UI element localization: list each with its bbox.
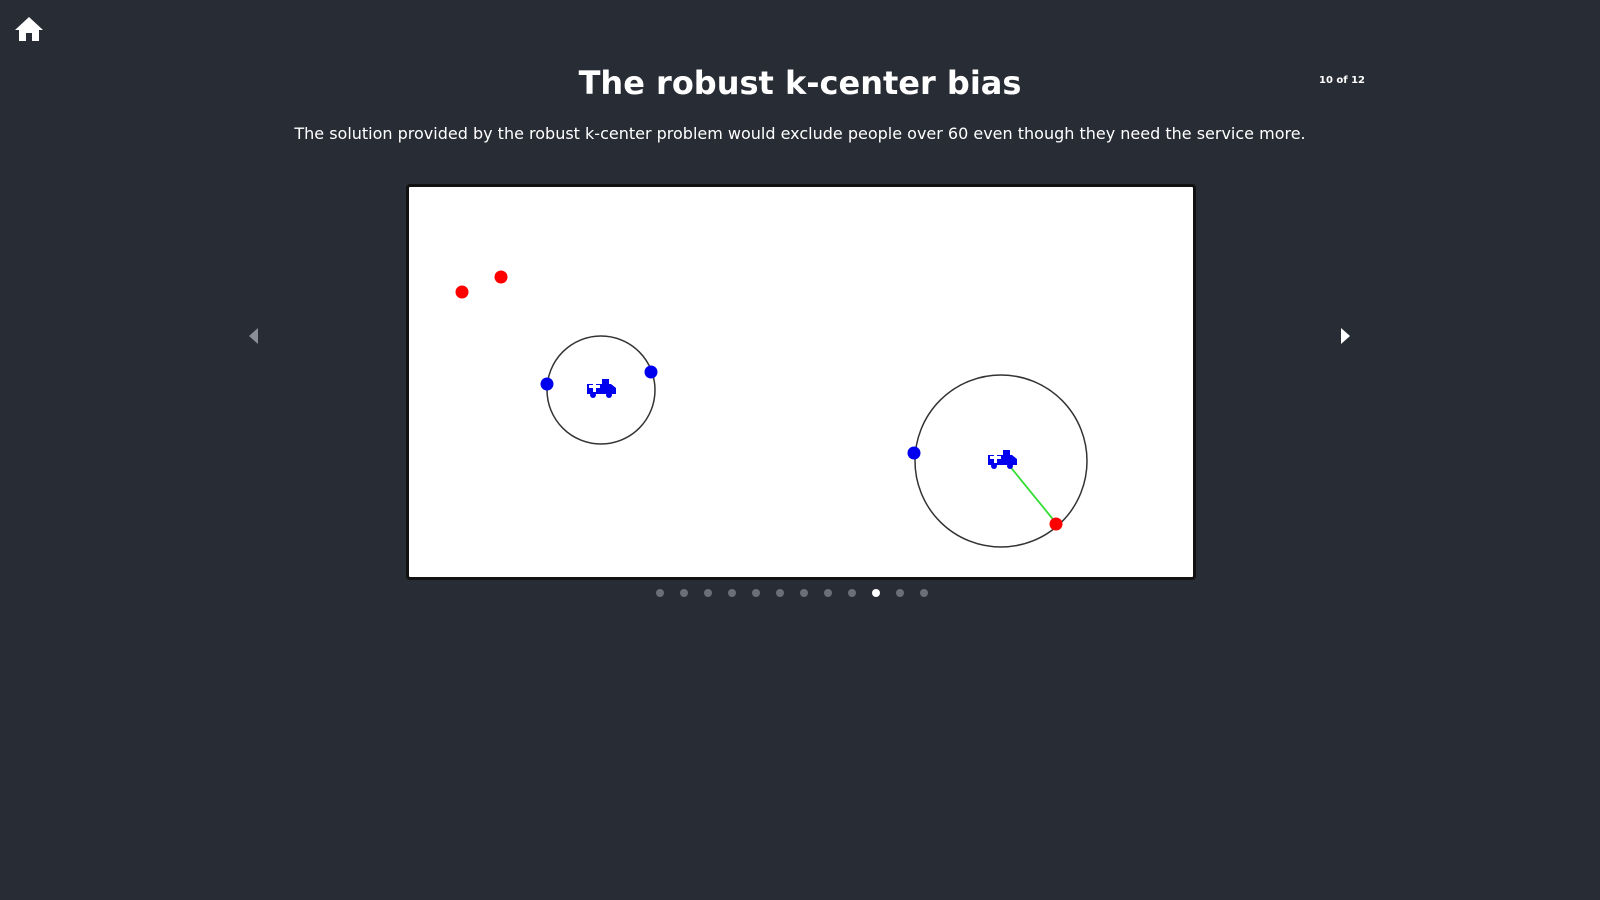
ambulance-icon	[988, 450, 1017, 469]
prev-slide-button[interactable]	[246, 325, 262, 347]
under-60-point	[644, 365, 658, 379]
slide-dot-4[interactable]	[728, 589, 736, 597]
home-icon	[15, 17, 43, 41]
page-title: The robust k-center bias	[578, 64, 1022, 102]
slide-dot-7[interactable]	[800, 589, 808, 597]
home-button[interactable]	[14, 14, 44, 44]
ambulance-icon	[587, 379, 616, 398]
triangle-left-icon	[249, 328, 258, 344]
slide-counter: 10 of 12	[1319, 75, 1366, 86]
slide-dot-9[interactable]	[848, 589, 856, 597]
next-slide-button[interactable]	[1337, 325, 1353, 347]
over-60-point	[455, 285, 469, 299]
page-subtitle: The solution provided by the robust k-ce…	[294, 124, 1306, 143]
slide-dot-11[interactable]	[896, 589, 904, 597]
slide-dot-12[interactable]	[920, 589, 928, 597]
slide-dot-5[interactable]	[752, 589, 760, 597]
under-60-point	[907, 446, 921, 460]
slide-dot-2[interactable]	[680, 589, 688, 597]
slide-dot-8[interactable]	[824, 589, 832, 597]
slide-dot-6[interactable]	[776, 589, 784, 597]
illustration-canvas	[406, 184, 1196, 580]
slide-indicator	[656, 589, 928, 599]
distance-line	[1003, 458, 1057, 524]
under-60-point	[540, 377, 554, 391]
over-60-point	[494, 270, 508, 284]
slide-dot-3[interactable]	[704, 589, 712, 597]
slide-dot-10[interactable]	[872, 589, 880, 597]
triangle-right-icon	[1341, 328, 1350, 344]
coverage-circle	[914, 374, 1088, 548]
slide-dot-1[interactable]	[656, 589, 664, 597]
over-60-point	[1049, 517, 1063, 531]
